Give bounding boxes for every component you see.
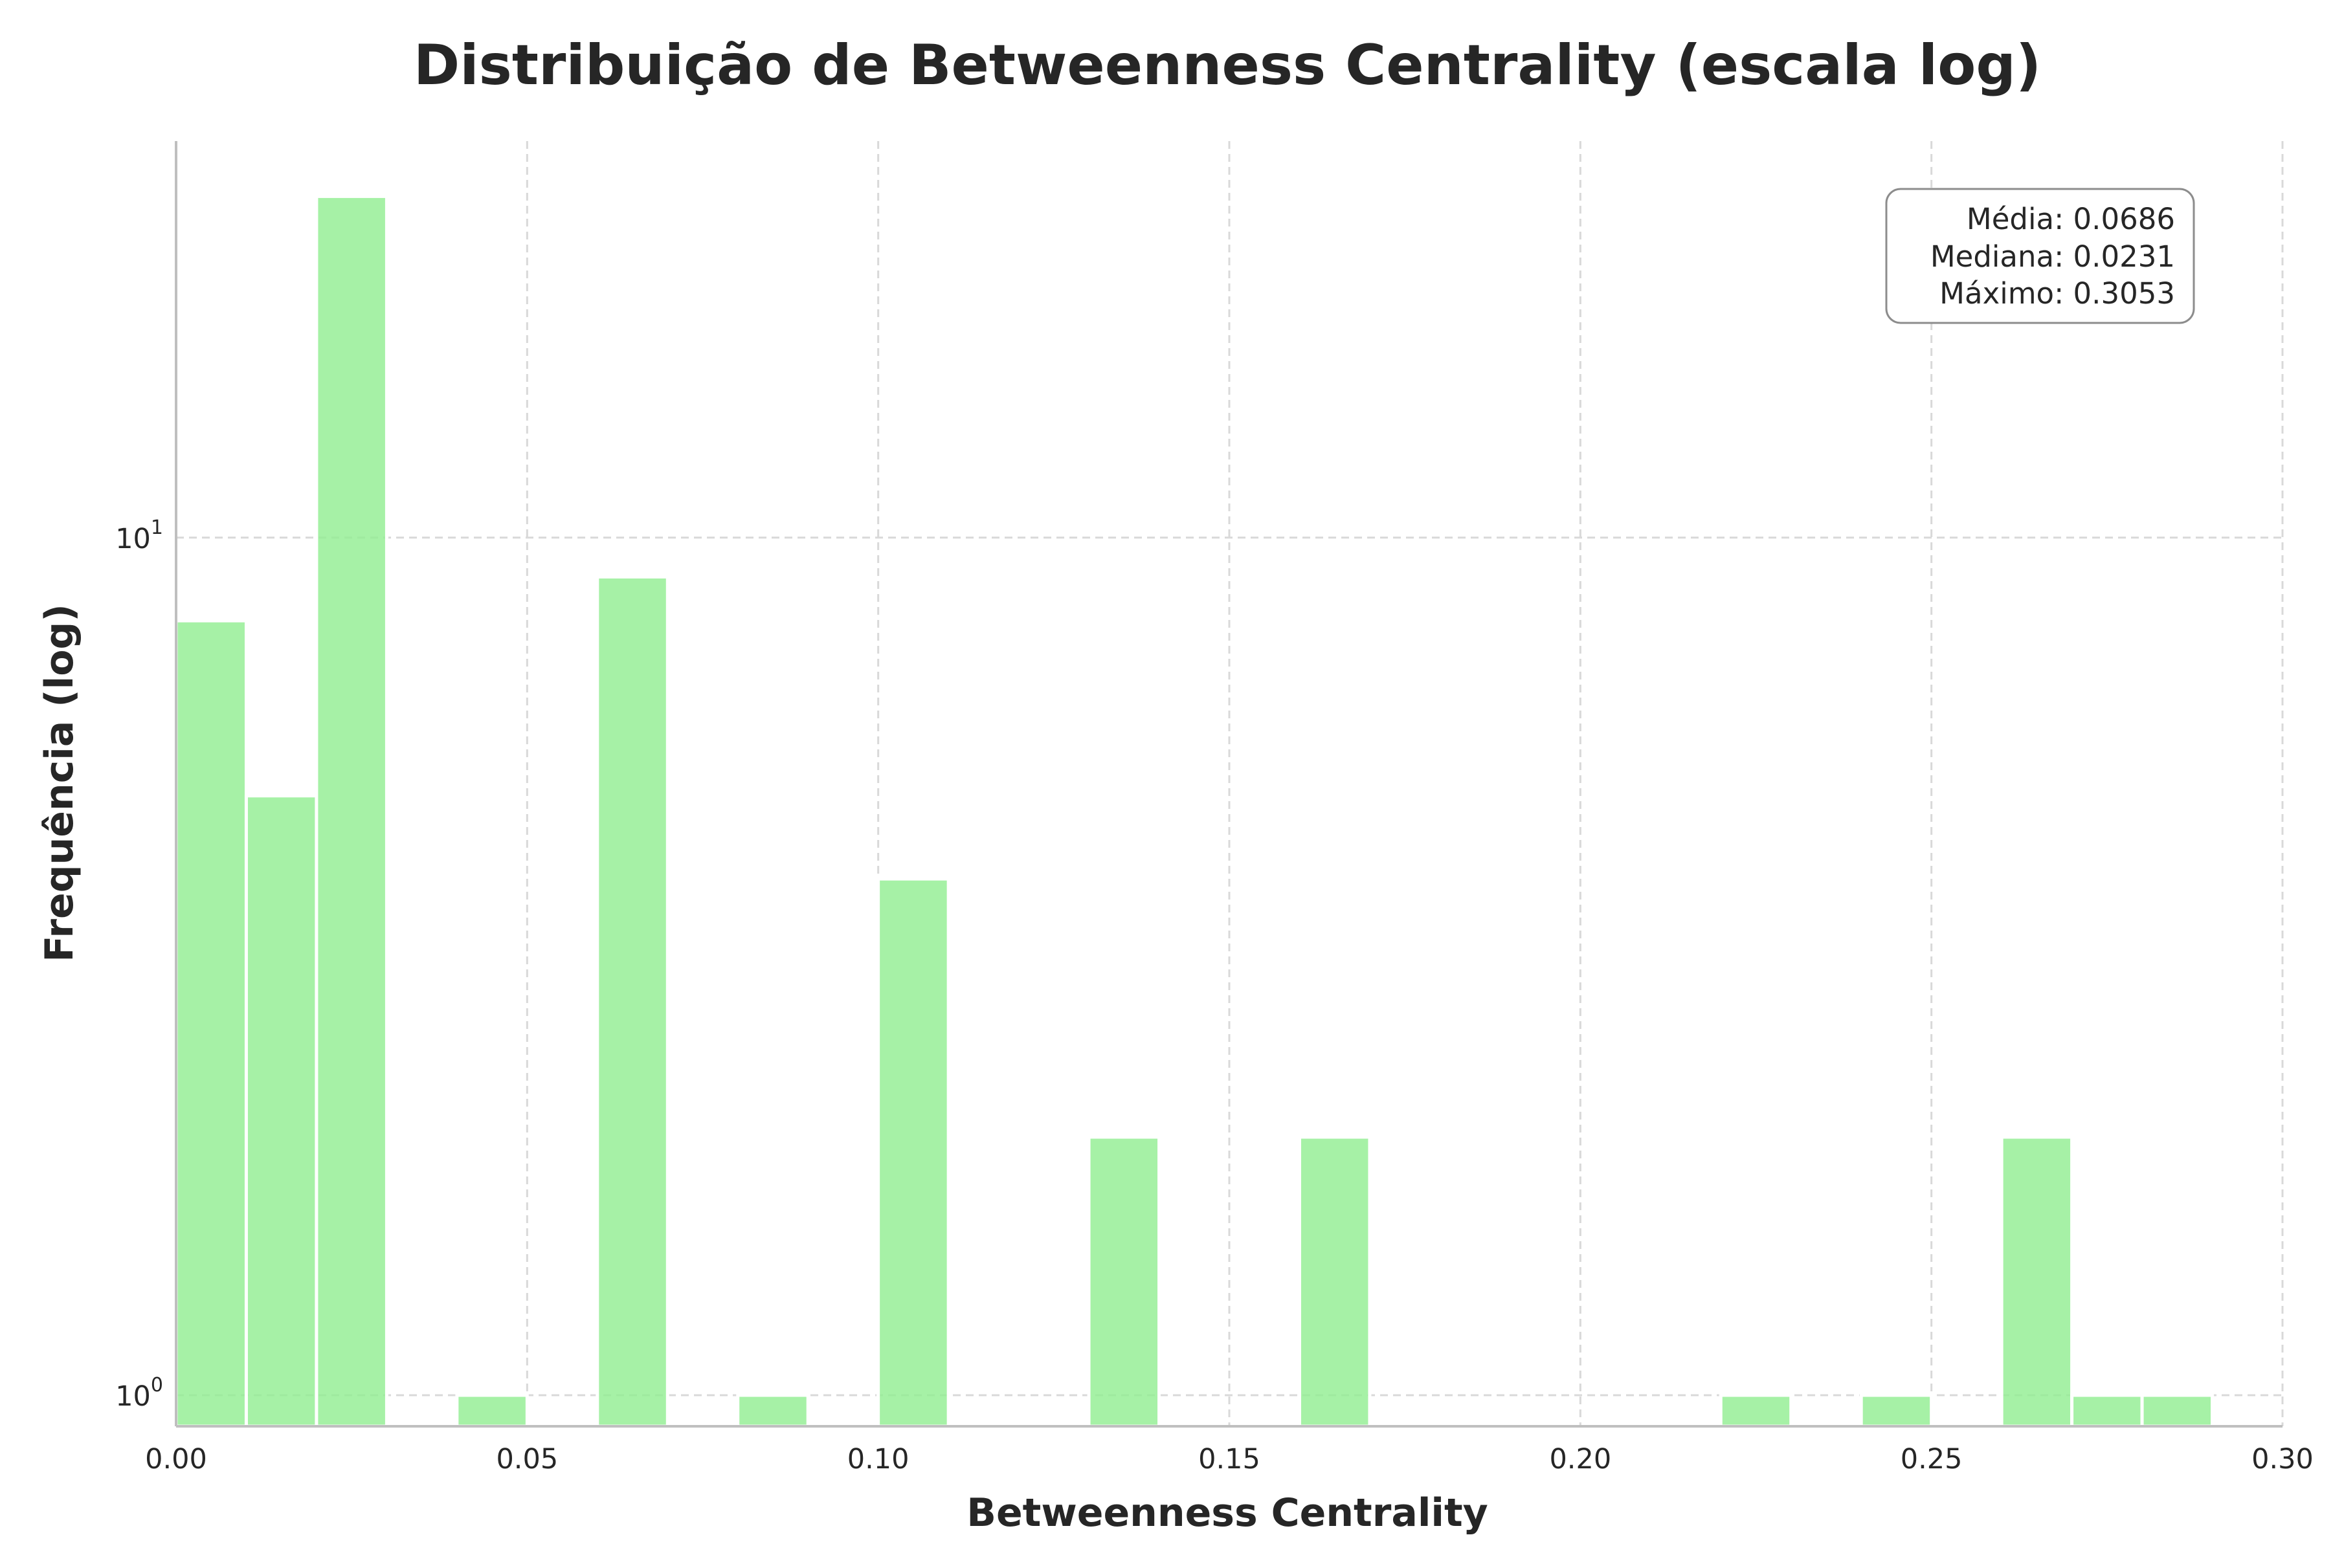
stats-box: Média: 0.0686 Mediana: 0.0231 Máximo: 0.… (1885, 188, 2195, 324)
x-tick-label: 0.05 (496, 1443, 558, 1475)
histogram-bar (876, 877, 950, 1428)
histogram-bar (315, 194, 388, 1428)
x-tick-label: 0.30 (2251, 1443, 2314, 1475)
histogram-bar (2140, 1393, 2215, 1428)
histogram-bar (1087, 1135, 1161, 1428)
histogram-bar (2070, 1393, 2144, 1428)
histogram-bar (455, 1393, 529, 1428)
histogram-bar (736, 1393, 810, 1428)
y-ticks: 100 101 (115, 516, 163, 1413)
x-tick-label: 0.00 (145, 1443, 207, 1475)
histogram-bar (596, 575, 669, 1428)
chart-title: Distribuição de Betweenness Centrality (… (414, 33, 2041, 98)
stats-max: Máximo: 0.3053 (1939, 276, 2175, 311)
stats-box-frame (1885, 188, 2195, 324)
histogram-bar (2000, 1135, 2074, 1428)
histogram-bar (174, 619, 248, 1428)
stats-mean: Média: 0.0686 (1967, 202, 2175, 236)
x-tick-label: 0.15 (1198, 1443, 1260, 1475)
stats-median: Mediana: 0.0231 (1930, 239, 2175, 274)
x-tick-label: 0.25 (1901, 1443, 1963, 1475)
x-ticks: 0.00 0.05 0.10 0.15 0.20 0.25 0.30 (145, 1443, 2314, 1475)
histogram-bar (244, 794, 318, 1428)
x-axis-label: Betweenness Centrality (966, 1490, 1488, 1536)
y-axis-label: Frequência (log) (37, 604, 82, 962)
histogram-bar (1297, 1135, 1372, 1428)
axes (175, 141, 2283, 1428)
y-tick-label: 101 (115, 516, 163, 555)
x-tick-label: 0.10 (847, 1443, 910, 1475)
bars (174, 194, 2215, 1428)
x-tick-label: 0.20 (1549, 1443, 1611, 1475)
histogram-bar (1719, 1393, 1793, 1428)
y-tick-label: 100 (115, 1374, 163, 1413)
histogram-bar (1859, 1393, 1934, 1428)
